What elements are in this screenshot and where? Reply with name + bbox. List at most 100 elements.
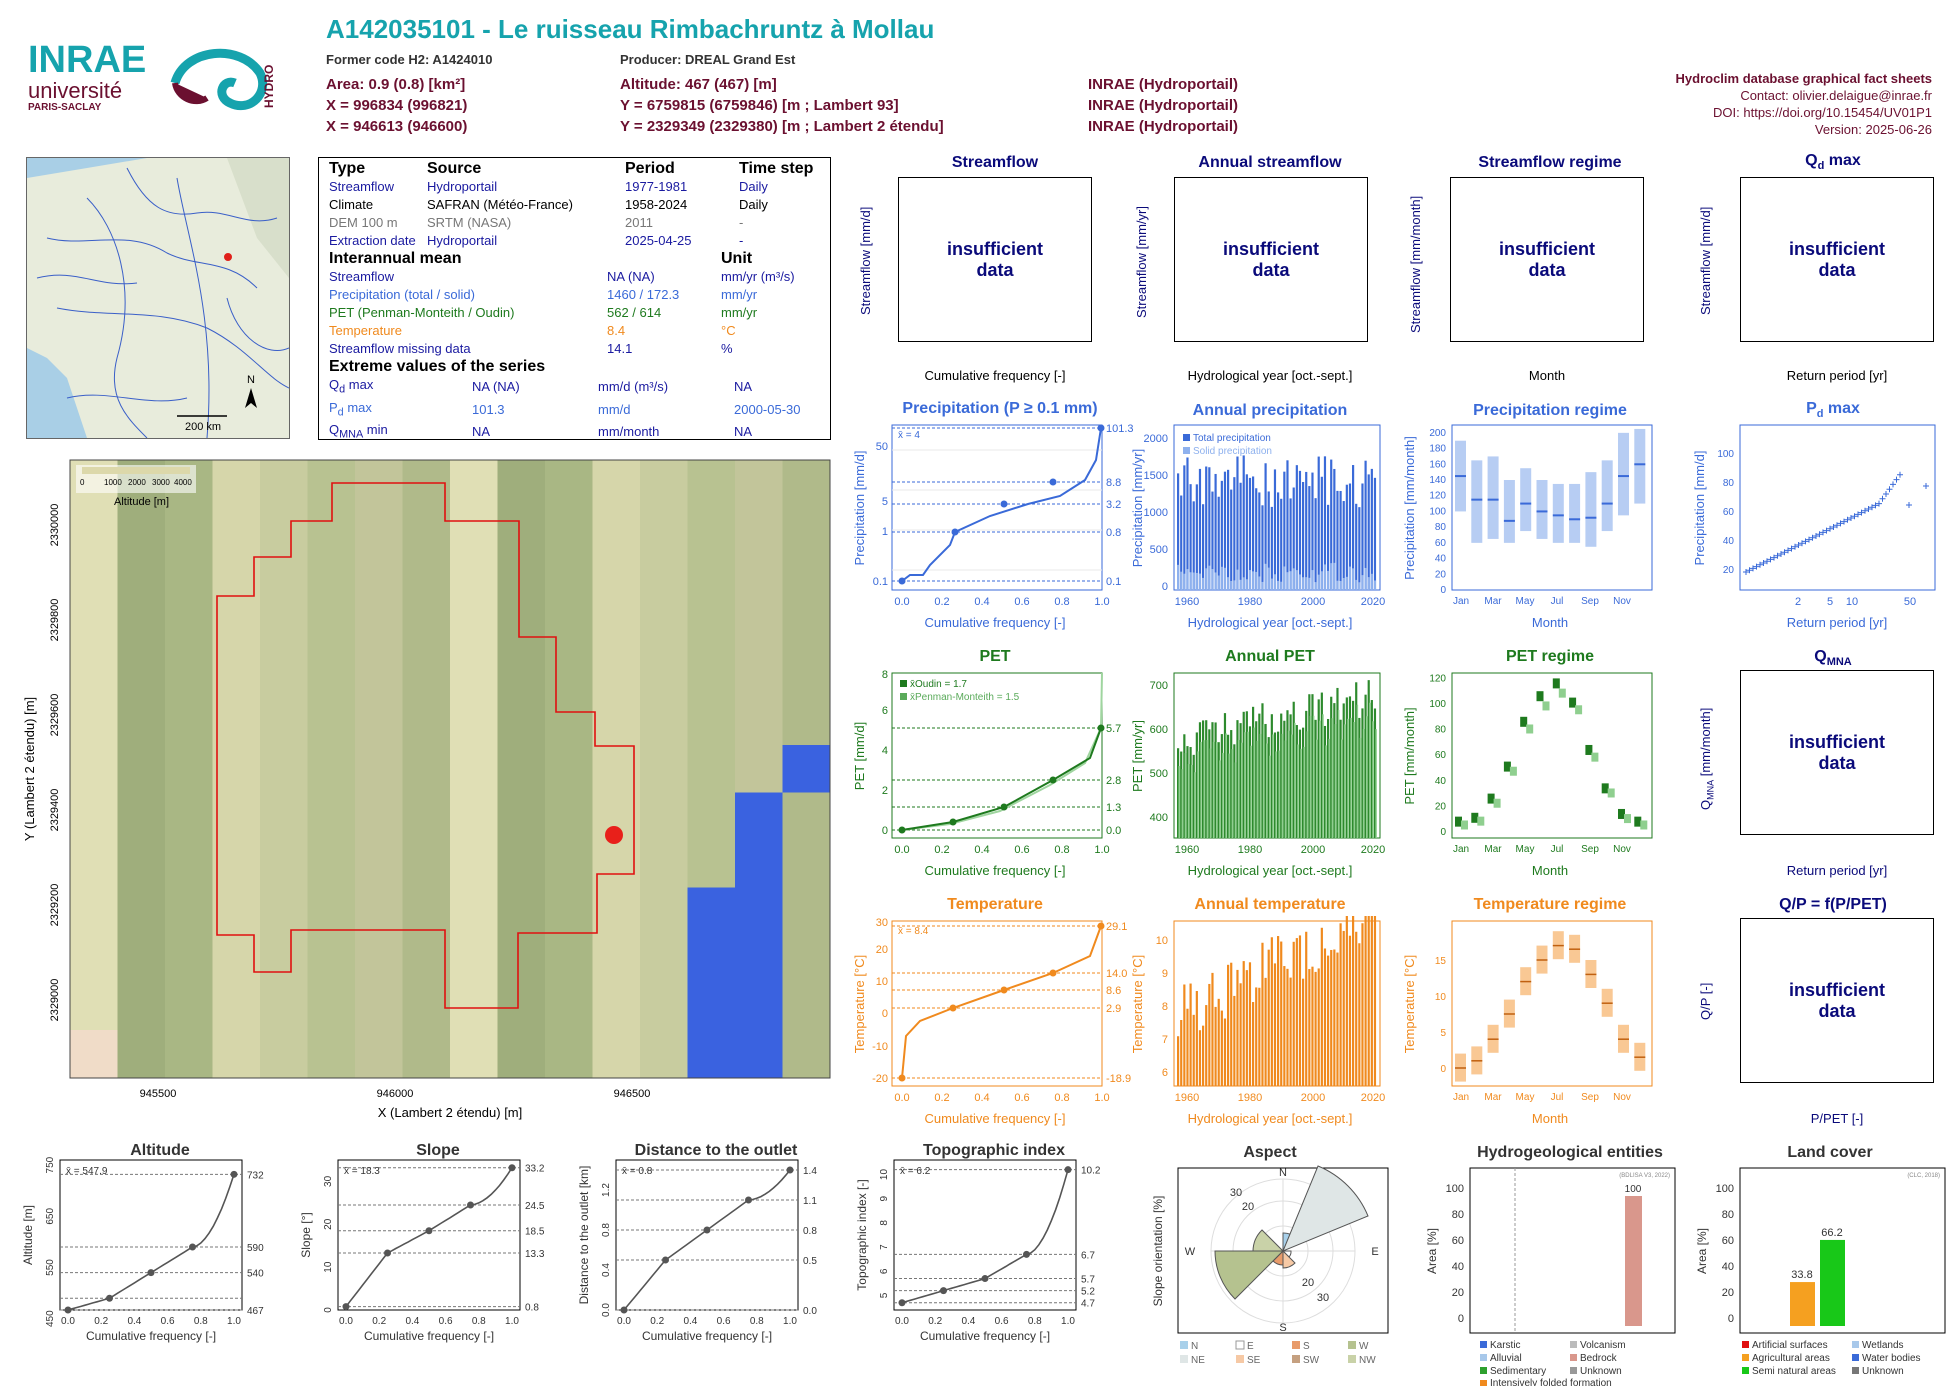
annual-bar-solid [1342,577,1345,590]
right-label: 590 [247,1243,264,1254]
svg-text:1960: 1960 [1175,844,1199,856]
svg-text:Nov: Nov [1613,844,1631,855]
annual-bar [1217,742,1220,838]
annual-bar-solid [1339,581,1342,590]
ytick: 0 [1440,585,1446,596]
svg-text:80: 80 [1723,478,1735,489]
svg-text:0: 0 [1162,581,1168,593]
annual-bar [1361,708,1364,838]
svg-text:0.8: 0.8 [1054,844,1069,856]
dem-cell [545,650,593,698]
pd-point [1764,558,1770,565]
plot-frame [59,1159,243,1311]
svg-text:0.2: 0.2 [934,844,949,856]
svg-text:15: 15 [1435,956,1447,967]
xtick: 0.0 [617,1316,631,1327]
hydro-logo: HYDRO [170,48,276,111]
dem-cell [545,507,593,556]
annual-bar-oudin [1297,744,1299,838]
annual-bar [1302,978,1305,1086]
dem-cell [117,887,166,936]
pet-box-pm [1640,820,1648,830]
dem-cell [117,650,166,698]
dem-cell [735,555,783,603]
ytick: 10 [323,1261,334,1273]
annual-bar-oudin [1219,760,1221,838]
regime-box [1520,468,1532,532]
pet-box-oudin [1585,744,1593,755]
svg-text:0.6: 0.6 [1014,1092,1029,1104]
annual-bar-oudin [1347,718,1349,838]
pd-point [1827,525,1833,532]
dem-cell [640,602,688,651]
dem-cell [117,792,166,841]
pet-box-pm [1493,798,1501,808]
dem-cell [70,887,118,936]
annual-bar [1267,491,1270,590]
pet-box-pm [1542,701,1550,711]
dem-cell [735,602,783,651]
xtick: 0.6 [161,1316,175,1327]
ytick: 0 [323,1307,334,1313]
annual-bar-solid [1352,568,1355,590]
dem-cell [592,935,641,983]
dem-cell [545,982,593,1031]
cdf-point [662,1256,669,1264]
annual-bar [1186,746,1189,838]
dem-cell [212,650,261,698]
annual-bar [1264,463,1267,590]
dem-cell [545,792,593,841]
dem-cell [687,650,736,698]
annual-bar [1327,718,1330,838]
dem-cell [70,1030,118,1078]
annual-bar [1214,473,1217,590]
landcover-bar [1820,1239,1845,1326]
svg-text:(CLC, 2018): (CLC, 2018) [1907,1173,1940,1179]
annual-bar [1245,474,1248,590]
xtick: 0.2 [94,1316,108,1327]
page-title: A142035101 - Le ruisseau Rimbachruntz à … [326,14,935,44]
dem-cell [260,935,308,983]
annual-precip: Total precipitation Solid precipitation … [1130,424,1385,608]
svg-text:14.0: 14.0 [1106,968,1127,980]
annual-bar-solid [1205,568,1208,590]
svg-text:946500: 946500 [614,1088,651,1100]
pet-box-pm [1575,705,1583,715]
regime-box [1585,472,1597,547]
dem-cell [497,935,546,983]
pd-point [1897,471,1903,478]
annual-bar [1289,498,1292,590]
svg-text:0: 0 [882,1008,888,1020]
annual-bar [1302,727,1305,838]
dem-cell [497,650,546,698]
pet-box-oudin [1520,716,1528,727]
north-arrow-icon [245,388,257,408]
svg-text:0.1: 0.1 [873,576,888,588]
right-label: 0.5 [803,1256,817,1267]
annual-bar-oudin [1272,734,1274,838]
dem-cell [640,460,688,508]
annual-bar-oudin [1203,740,1205,838]
svg-text:Altitude [m]: Altitude [m] [114,496,169,508]
dem-cell [260,792,308,841]
annual-bar-oudin [1344,724,1346,838]
annual-bar [1261,703,1264,838]
svg-text:2020: 2020 [1361,596,1385,608]
dem-cell [70,555,118,603]
dem-cell [687,697,736,746]
info-table: Type Source Period Time step Streamflow Hydr… [318,157,831,441]
annual-bar-oudin [1234,762,1237,838]
annual-bar [1198,722,1202,838]
xtick: 0.0 [339,1316,353,1327]
svg-text:N: N [247,374,255,386]
annual-bar [1311,472,1314,590]
annual-bar-oudin [1331,718,1334,838]
annual-bar-solid [1327,570,1330,590]
svg-text:30: 30 [876,917,888,929]
pet-box-pm [1591,752,1599,762]
svg-text:0.6: 0.6 [1014,596,1029,608]
dem-cell [640,650,688,698]
annual-bar-solid [1180,571,1183,590]
annual-bar-oudin [1306,731,1309,838]
svg-text:Y (Lambert 2 étendu) [m]: Y (Lambert 2 étendu) [m] [22,697,37,841]
